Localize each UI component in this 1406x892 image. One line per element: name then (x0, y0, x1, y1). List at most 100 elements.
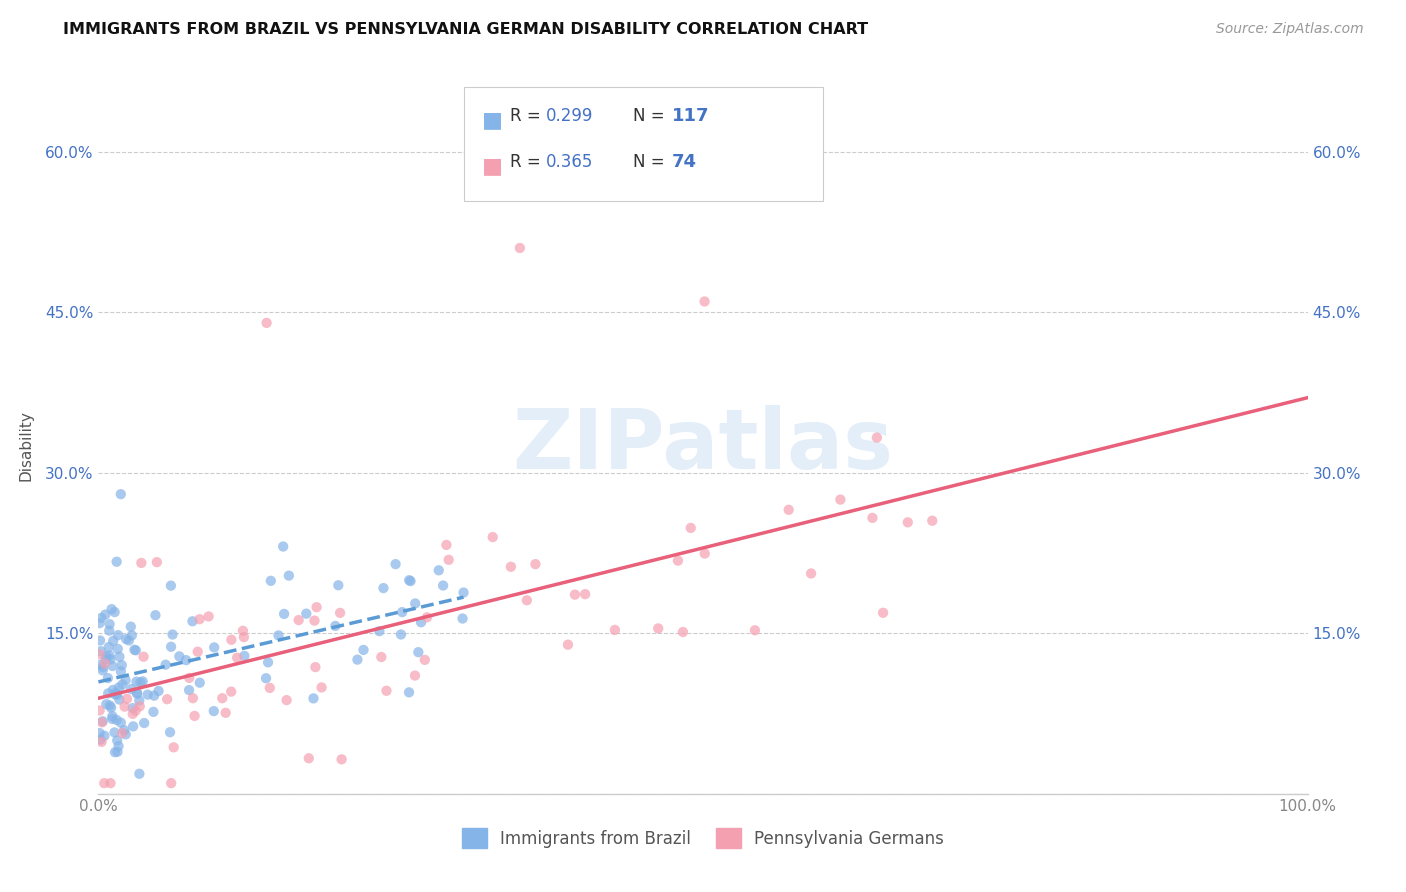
Point (100, 776, 122, 790)
Point (311, 681, 333, 695)
Point (346, 652, 368, 666)
Point (103, 725, 125, 739)
Point (112, 723, 135, 738)
Text: N =: N = (633, 107, 669, 125)
Point (114, 673, 136, 688)
Point (91, 714, 114, 729)
Point (97, 686, 120, 700)
Point (91, 664, 114, 678)
Point (121, 701, 143, 715)
Point (98, 648, 121, 663)
Point (128, 699, 150, 714)
Point (179, 671, 201, 685)
Point (100, 602, 122, 616)
Point (287, 613, 309, 627)
Point (162, 627, 184, 641)
Point (921, 514, 943, 528)
Point (155, 657, 177, 672)
Point (122, 719, 145, 733)
Point (104, 745, 127, 759)
Point (94, 652, 117, 666)
Point (125, 674, 148, 689)
Point (183, 709, 205, 723)
Point (124, 642, 146, 657)
Point (437, 553, 460, 567)
Point (114, 727, 136, 741)
Point (232, 630, 254, 644)
Legend: Immigrants from Brazil, Pennsylvania Germans: Immigrants from Brazil, Pennsylvania Ger… (456, 822, 950, 855)
Point (214, 706, 236, 720)
Point (328, 578, 350, 592)
Point (254, 671, 277, 685)
Point (260, 574, 283, 588)
Point (693, 547, 716, 561)
Point (107, 641, 129, 656)
Text: IMMIGRANTS FROM BRAZIL VS PENNSYLVANIA GERMAN DISABILITY CORRELATION CHART: IMMIGRANTS FROM BRAZIL VS PENNSYLVANIA G… (63, 22, 869, 37)
Point (91, 660, 114, 674)
Point (108, 649, 131, 664)
Point (672, 625, 695, 640)
Point (93, 729, 115, 743)
Point (329, 606, 352, 620)
Point (124, 704, 146, 718)
Point (108, 692, 131, 706)
Point (98, 652, 121, 666)
Point (120, 681, 142, 696)
Point (90, 715, 112, 730)
Point (384, 557, 406, 571)
Point (101, 709, 124, 723)
Point (221, 632, 243, 647)
Point (353, 643, 375, 657)
Point (398, 685, 420, 699)
Point (121, 628, 143, 642)
Point (830, 492, 852, 507)
Point (101, 683, 124, 698)
Point (693, 294, 716, 309)
Point (267, 628, 290, 642)
Point (516, 593, 538, 607)
Point (148, 684, 170, 698)
Point (111, 677, 134, 691)
Point (413, 653, 436, 667)
Point (211, 691, 233, 706)
Point (129, 675, 152, 690)
Point (121, 706, 143, 721)
Point (110, 665, 132, 679)
Point (233, 648, 256, 663)
Point (557, 638, 579, 652)
Point (89, 633, 111, 648)
Point (104, 687, 127, 701)
Point (408, 645, 430, 659)
Point (160, 579, 183, 593)
Point (107, 739, 129, 753)
Point (451, 611, 474, 625)
Point (389, 627, 412, 641)
Point (107, 745, 129, 759)
Point (427, 563, 450, 577)
Text: 0.299: 0.299 (546, 107, 593, 125)
Point (89, 726, 111, 740)
Point (368, 624, 391, 639)
Point (399, 574, 422, 588)
Point (101, 659, 124, 673)
Point (188, 675, 211, 690)
Point (98, 624, 121, 638)
Point (111, 726, 134, 740)
Point (120, 620, 142, 634)
Point (897, 516, 920, 530)
Point (111, 658, 134, 673)
Point (89, 616, 111, 631)
Point (574, 587, 596, 601)
Point (862, 511, 884, 525)
Point (187, 645, 209, 659)
Point (404, 668, 426, 682)
Text: 117: 117 (672, 107, 710, 125)
Point (146, 555, 169, 569)
Point (679, 521, 702, 535)
Point (453, 585, 475, 599)
Point (325, 619, 347, 633)
Point (160, 640, 183, 654)
Point (128, 766, 150, 780)
Point (97, 640, 120, 654)
Point (89, 648, 111, 662)
